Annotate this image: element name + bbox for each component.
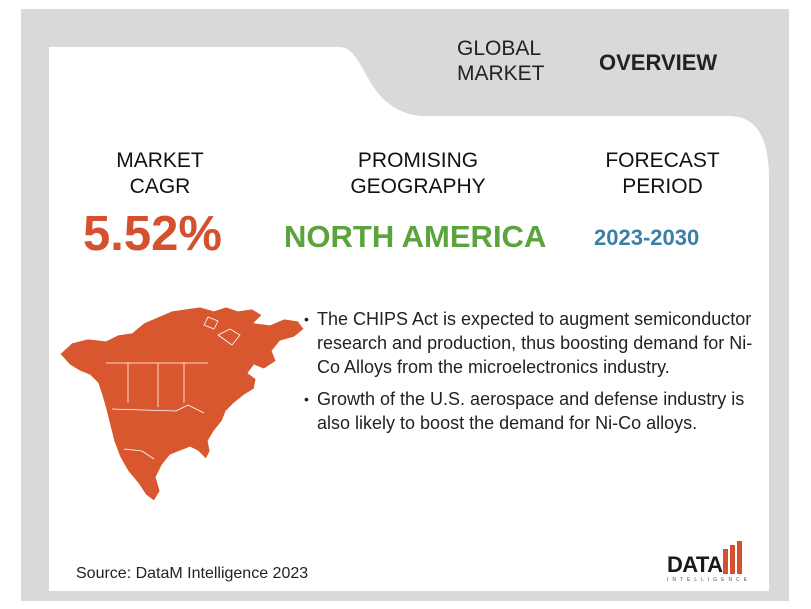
key-insights-list: • The CHIPS Act is expected to augment se…: [300, 307, 760, 443]
header-global-market: GLOBAL MARKET: [457, 36, 545, 86]
list-item: • Growth of the U.S. aerospace and defens…: [300, 387, 760, 435]
geography-label: PROMISING GEOGRAPHY: [318, 148, 518, 200]
svg-text:DATA: DATA: [667, 552, 723, 577]
period-label: FORECAST PERIOD: [590, 148, 735, 200]
header-overview: OVERVIEW: [599, 50, 717, 75]
datam-logo: DATA INTELLIGENCE: [667, 541, 753, 583]
list-item: • The CHIPS Act is expected to augment se…: [300, 307, 760, 379]
north-america-map-icon: [58, 299, 308, 504]
cagr-label: MARKET CAGR: [95, 148, 225, 200]
svg-text:INTELLIGENCE: INTELLIGENCE: [667, 577, 748, 583]
period-value: 2023-2030: [594, 224, 699, 252]
source-text: Source: DataM Intelligence 2023: [76, 565, 308, 583]
cagr-value: 5.52%: [83, 206, 222, 262]
geography-value: NORTH AMERICA: [284, 218, 546, 256]
